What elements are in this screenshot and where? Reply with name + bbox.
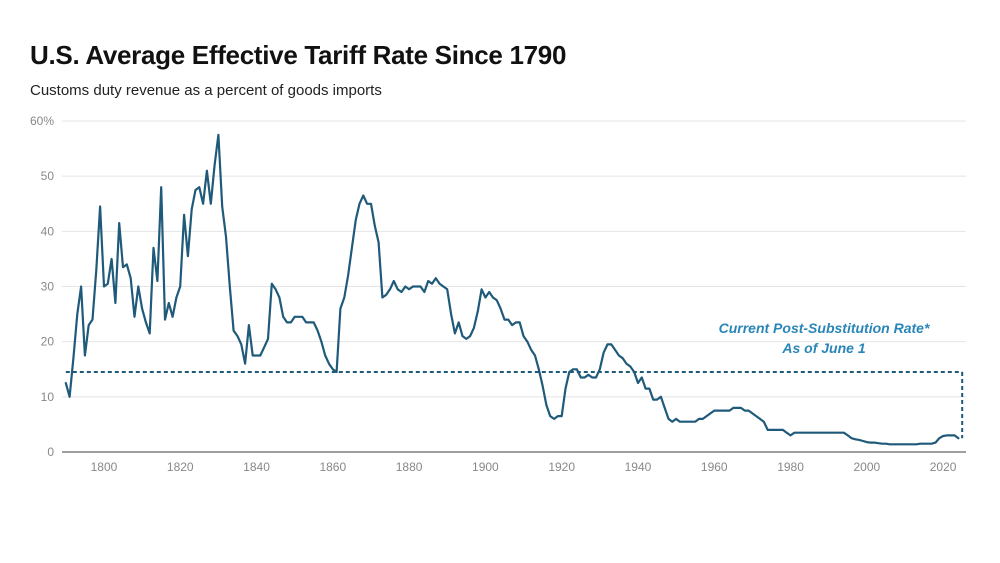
x-tick-label: 1980 <box>777 460 804 474</box>
x-tick-label: 1840 <box>243 460 270 474</box>
x-tick-label: 2020 <box>930 460 957 474</box>
gridlines <box>62 120 966 453</box>
x-tick-label: 2000 <box>853 460 880 474</box>
chart-title: U.S. Average Effective Tariff Rate Since… <box>30 40 567 70</box>
x-tick-label: 1920 <box>548 460 575 474</box>
x-tick-label: 1900 <box>472 460 499 474</box>
y-tick-label: 0 <box>47 445 54 459</box>
chart-subtitle: Customs duty revenue as a percent of goo… <box>30 82 382 99</box>
annotation-line-2: As of June 1 <box>781 340 865 356</box>
x-tick-label: 1960 <box>701 460 728 474</box>
reference-line-group <box>65 371 964 439</box>
series-line <box>64 133 960 446</box>
x-tick-label: 1880 <box>396 460 423 474</box>
x-tick-label: 1940 <box>625 460 652 474</box>
y-tick-label: 30 <box>41 280 55 294</box>
y-tick-label: 10 <box>41 390 55 404</box>
x-tick-label: 1820 <box>167 460 194 474</box>
x-axis-ticks: 1800 1820 1840 1860 1880 1900 1920 1940 1960 1980… <box>91 460 957 474</box>
y-tick-label: 20 <box>41 335 55 349</box>
series-group <box>64 133 960 446</box>
x-tick-label: 1800 <box>91 460 118 474</box>
annotation-line-1: Current Post-Substitution Rate* <box>719 320 930 336</box>
y-tick-label: 50 <box>41 169 55 183</box>
y-tick-label: 40 <box>41 224 55 238</box>
x-tick-label: 1860 <box>319 460 346 474</box>
y-axis-ticks: 0 10 20 30 40 50 60% <box>30 114 54 459</box>
y-tick-label: 60% <box>30 114 54 128</box>
